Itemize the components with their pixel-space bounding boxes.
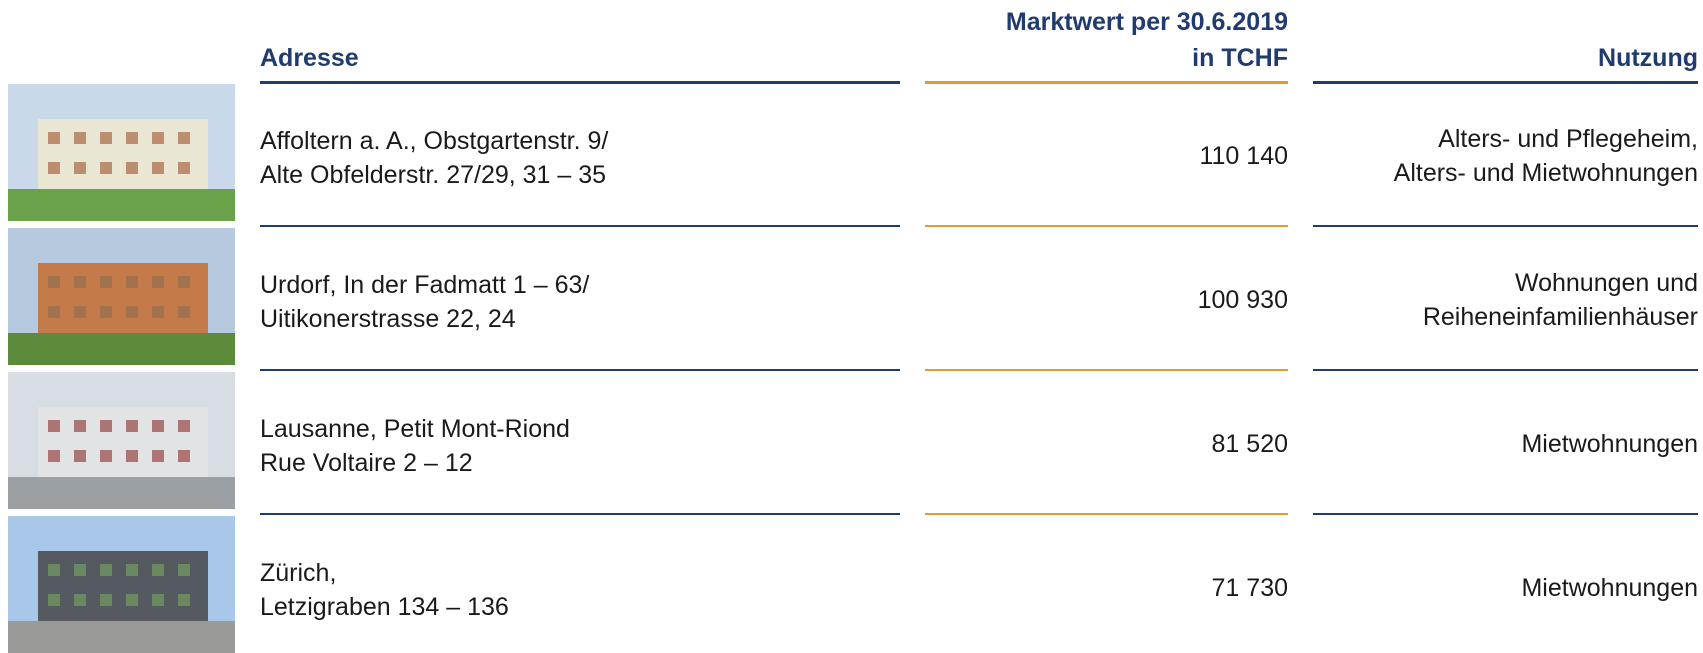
usage-line: Wohnungen und (1514, 269, 1698, 297)
photo (8, 84, 235, 221)
usage-line: Mietwohnungen (1521, 574, 1698, 602)
address-line: Alte Obfelderstr. 27/29, 31 – 35 (260, 161, 607, 189)
rule (925, 369, 1288, 371)
rule (1313, 81, 1698, 84)
market-value: 81 520 (1211, 430, 1288, 458)
address-line: Affoltern a. A., Obstgartenstr. 9/ (260, 127, 609, 155)
address-line: Rue Voltaire 2 – 12 (260, 449, 473, 477)
usage-line: Reiheneinfamilienhäuser (1422, 303, 1698, 331)
rule (925, 513, 1288, 515)
address-line: Lausanne, Petit Mont-Riond (260, 415, 570, 443)
address-line: Urdorf, In der Fadmatt 1 – 63/ (260, 271, 590, 299)
photo (8, 516, 235, 653)
rule (260, 513, 900, 515)
usage-line: Mietwohnungen (1521, 430, 1698, 458)
usage-line: Alters- und Mietwohnungen (1393, 159, 1698, 187)
market-value: 71 730 (1211, 574, 1288, 602)
photo (8, 228, 235, 365)
address-line: Uitikonerstrasse 22, 24 (260, 305, 516, 333)
rule (260, 81, 900, 84)
photo (8, 372, 235, 509)
header-value: Marktwert per 30.6.2019 (1005, 8, 1288, 36)
rule (925, 81, 1288, 84)
header-address: Adresse (260, 44, 359, 72)
address-line: Letzigraben 134 – 136 (260, 593, 509, 621)
rule (1313, 225, 1698, 227)
usage-line: Alters- und Pflegeheim, (1438, 125, 1698, 153)
header-value: in TCHF (1192, 44, 1288, 72)
rule (260, 225, 900, 227)
header-usage: Nutzung (1598, 44, 1698, 72)
market-value: 100 930 (1197, 286, 1288, 314)
rule (1313, 369, 1698, 371)
rule (260, 369, 900, 371)
rule (925, 225, 1288, 227)
market-value: 110 140 (1199, 142, 1288, 170)
address-line: Zürich, (260, 559, 337, 587)
rule (1313, 513, 1698, 515)
